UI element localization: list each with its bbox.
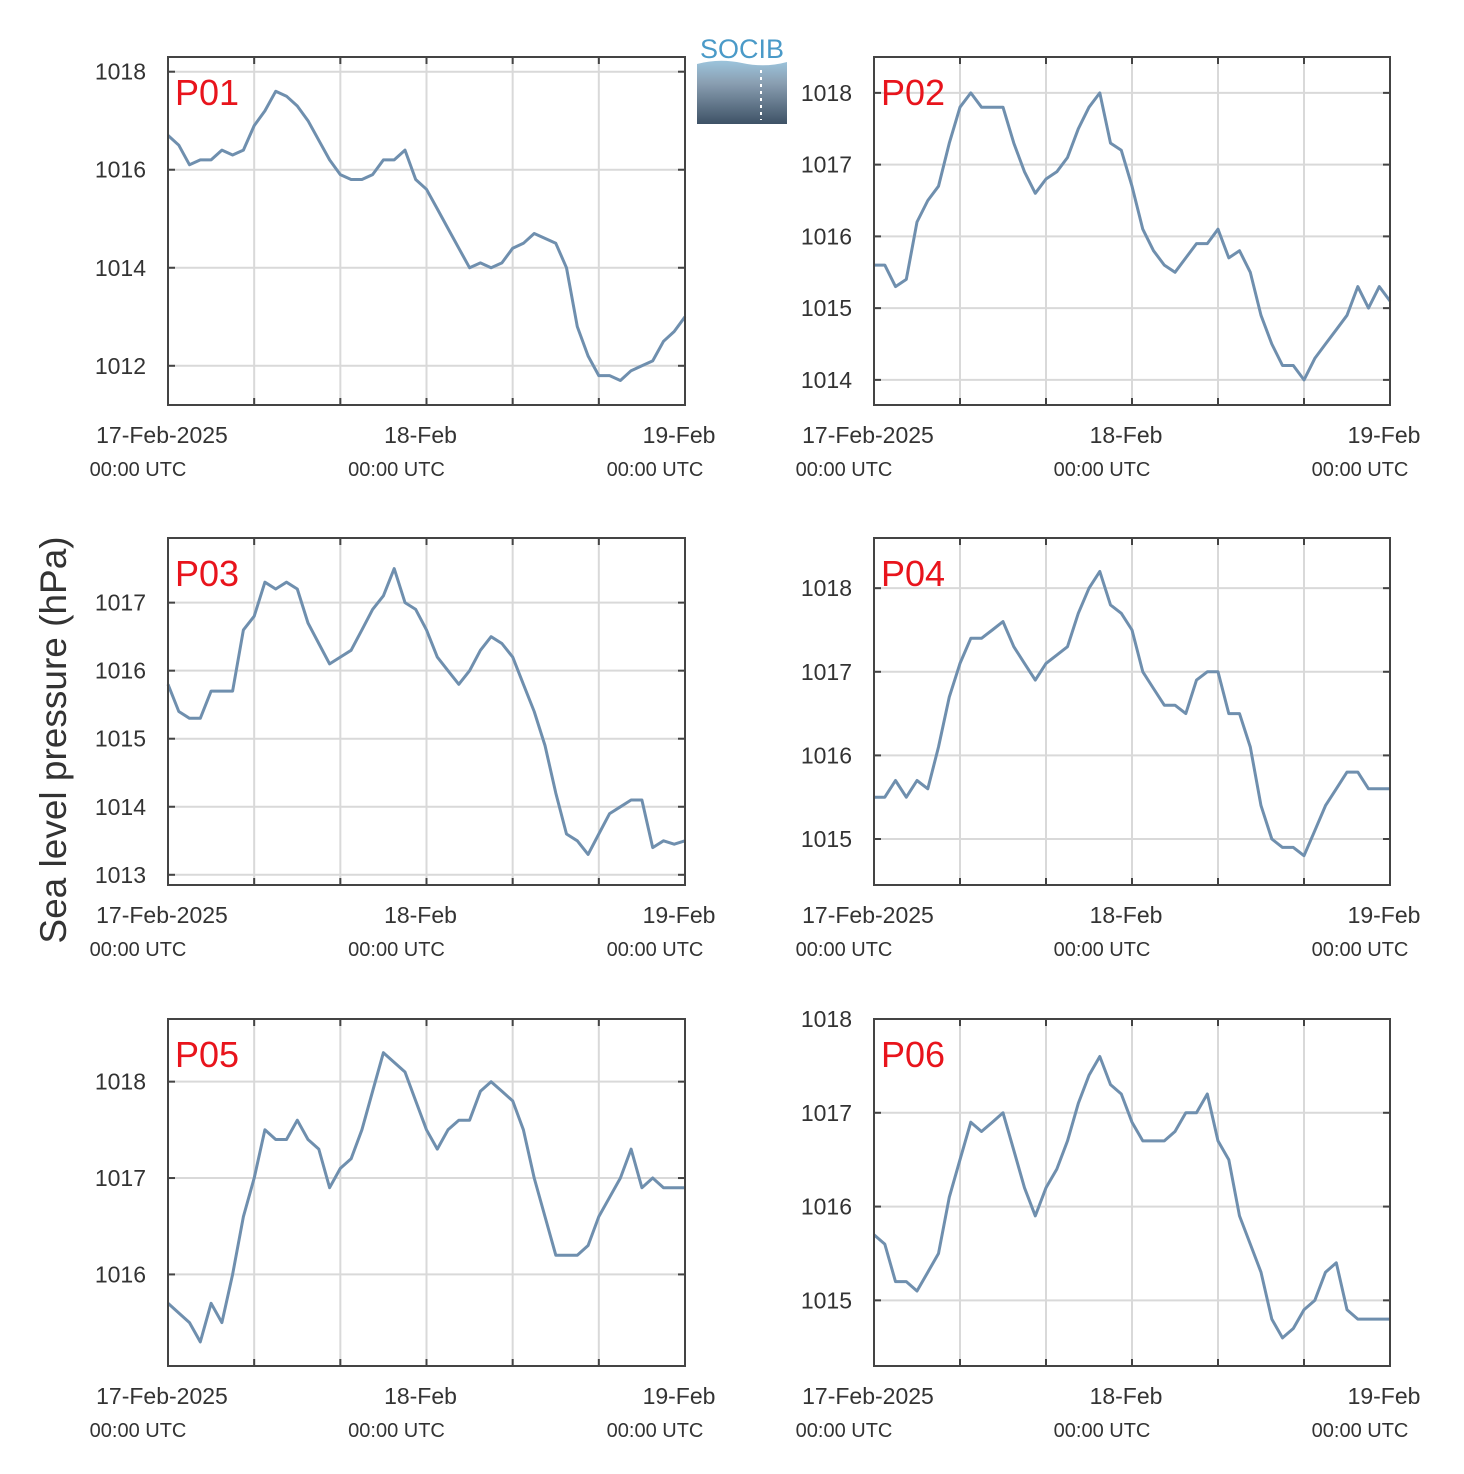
- x-tick-sublabel: 00:00 UTC: [1054, 1420, 1151, 1442]
- x-tick-sublabel: 00:00 UTC: [1054, 459, 1151, 481]
- x-tick-label: 18-Feb: [384, 1383, 457, 1409]
- x-tick-sublabel: 00:00 UTC: [607, 939, 704, 961]
- y-tick-label: 1016: [95, 157, 146, 183]
- x-tick-sublabel: 00:00 UTC: [1312, 939, 1409, 961]
- x-tick-label: 17-Feb-2025: [96, 902, 228, 928]
- y-tick-label: 1016: [95, 1261, 146, 1287]
- panel-label: P04: [881, 553, 945, 594]
- y-tick-label: 1015: [801, 826, 852, 852]
- y-tick-label: 1015: [801, 295, 852, 321]
- y-tick-label: 1016: [801, 223, 852, 249]
- x-tick-sublabel: 00:00 UTC: [90, 1420, 187, 1442]
- x-tick-sublabel: 00:00 UTC: [796, 459, 893, 481]
- y-tick-label: 1018: [801, 80, 852, 106]
- x-tick-label: 19-Feb: [643, 422, 716, 448]
- x-tick-label: 19-Feb: [643, 1383, 716, 1409]
- panel-p05: 1016 1017 1018 17-Feb-2025 00:00 UTC 18-Feb 00…: [90, 1018, 716, 1442]
- x-tick-label: 17-Feb-2025: [96, 422, 228, 448]
- y-tick-label: 1018: [95, 59, 146, 85]
- series-line-p04: [874, 569, 1390, 858]
- y-tick-label: 1016: [801, 742, 852, 768]
- y-tick-label: 1015: [801, 1287, 852, 1313]
- x-tick-label: 17-Feb-2025: [802, 1383, 934, 1409]
- x-tick-label: 18-Feb: [384, 422, 457, 448]
- x-tick-sublabel: 00:00 UTC: [1312, 459, 1409, 481]
- series-line-p03: [166, 567, 686, 856]
- x-tick-sublabel: 00:00 UTC: [1054, 939, 1151, 961]
- panel-p06: 1015 1016 1017 1018 17-Feb-2025 00:00 UTC 18-F…: [796, 1006, 1421, 1442]
- y-tick-label: 1018: [95, 1069, 146, 1095]
- y-tick-label: 1017: [801, 1100, 852, 1126]
- x-tick-label: 17-Feb-2025: [802, 902, 934, 928]
- panel-label: P03: [175, 553, 239, 594]
- y-tick-label: 1016: [95, 658, 146, 684]
- series-line-p06: [873, 1055, 1390, 1340]
- y-tick-label: 1018: [801, 1006, 852, 1032]
- panel-p02: 1014 1015 1016 1017 1018 17-Feb-2025 00:00 UTC…: [796, 56, 1421, 481]
- y-axis-label: Sea level pressure (hPa): [33, 536, 74, 943]
- panel-label: P02: [881, 72, 945, 113]
- x-tick-label: 17-Feb-2025: [96, 1383, 228, 1409]
- y-tick-label: 1017: [801, 152, 852, 178]
- x-tick-sublabel: 00:00 UTC: [796, 939, 893, 961]
- x-tick-label: 19-Feb: [1348, 422, 1421, 448]
- y-tick-label: 1018: [801, 575, 852, 601]
- series-line-p05: [166, 1051, 685, 1344]
- y-tick-label: 1012: [95, 353, 146, 379]
- panel-p01: 1012 1014 1016 1018 17-Feb-2025 00:00 UTC 18-F…: [90, 56, 716, 481]
- y-tick-label: 1017: [95, 1165, 146, 1191]
- x-tick-label: 17-Feb-2025: [802, 422, 934, 448]
- y-tick-label: 1014: [95, 255, 146, 281]
- logo-text: SOCIB: [700, 34, 784, 64]
- x-tick-sublabel: 00:00 UTC: [348, 1420, 445, 1442]
- x-tick-sublabel: 00:00 UTC: [90, 459, 187, 481]
- panel-label: P05: [175, 1034, 239, 1075]
- y-tick-label: 1017: [95, 590, 146, 616]
- x-tick-sublabel: 00:00 UTC: [796, 1420, 893, 1442]
- x-tick-sublabel: 00:00 UTC: [607, 459, 704, 481]
- x-tick-label: 19-Feb: [1348, 902, 1421, 928]
- x-tick-sublabel: 00:00 UTC: [607, 1420, 704, 1442]
- y-tick-label: 1014: [95, 794, 146, 820]
- x-tick-label: 18-Feb: [1090, 422, 1163, 448]
- x-tick-sublabel: 00:00 UTC: [90, 939, 187, 961]
- panel-label: P06: [881, 1034, 945, 1075]
- series-line-p01: [166, 89, 687, 382]
- x-tick-label: 18-Feb: [384, 902, 457, 928]
- x-tick-label: 18-Feb: [1090, 1383, 1163, 1409]
- panel-label: P01: [175, 72, 239, 113]
- series-line-p02: [874, 91, 1392, 382]
- x-tick-sublabel: 00:00 UTC: [348, 939, 445, 961]
- socib-logo: SOCIB: [697, 34, 787, 124]
- y-tick-label: 1013: [95, 862, 146, 888]
- y-tick-label: 1017: [801, 659, 852, 685]
- y-tick-label: 1014: [801, 367, 852, 393]
- x-tick-sublabel: 00:00 UTC: [348, 459, 445, 481]
- panel-p03: 1013 1014 1015 1016 1017 17-Feb-2025 00:00 UTC…: [90, 537, 716, 961]
- x-tick-label: 19-Feb: [643, 902, 716, 928]
- panel-p04: 1015 1016 1017 1018 17-Feb-2025 00:00 UTC 18-F…: [796, 537, 1421, 961]
- x-tick-label: 19-Feb: [1348, 1383, 1421, 1409]
- y-tick-label: 1016: [801, 1194, 852, 1220]
- x-tick-label: 18-Feb: [1090, 902, 1163, 928]
- x-tick-sublabel: 00:00 UTC: [1312, 1420, 1409, 1442]
- y-tick-label: 1015: [95, 726, 146, 752]
